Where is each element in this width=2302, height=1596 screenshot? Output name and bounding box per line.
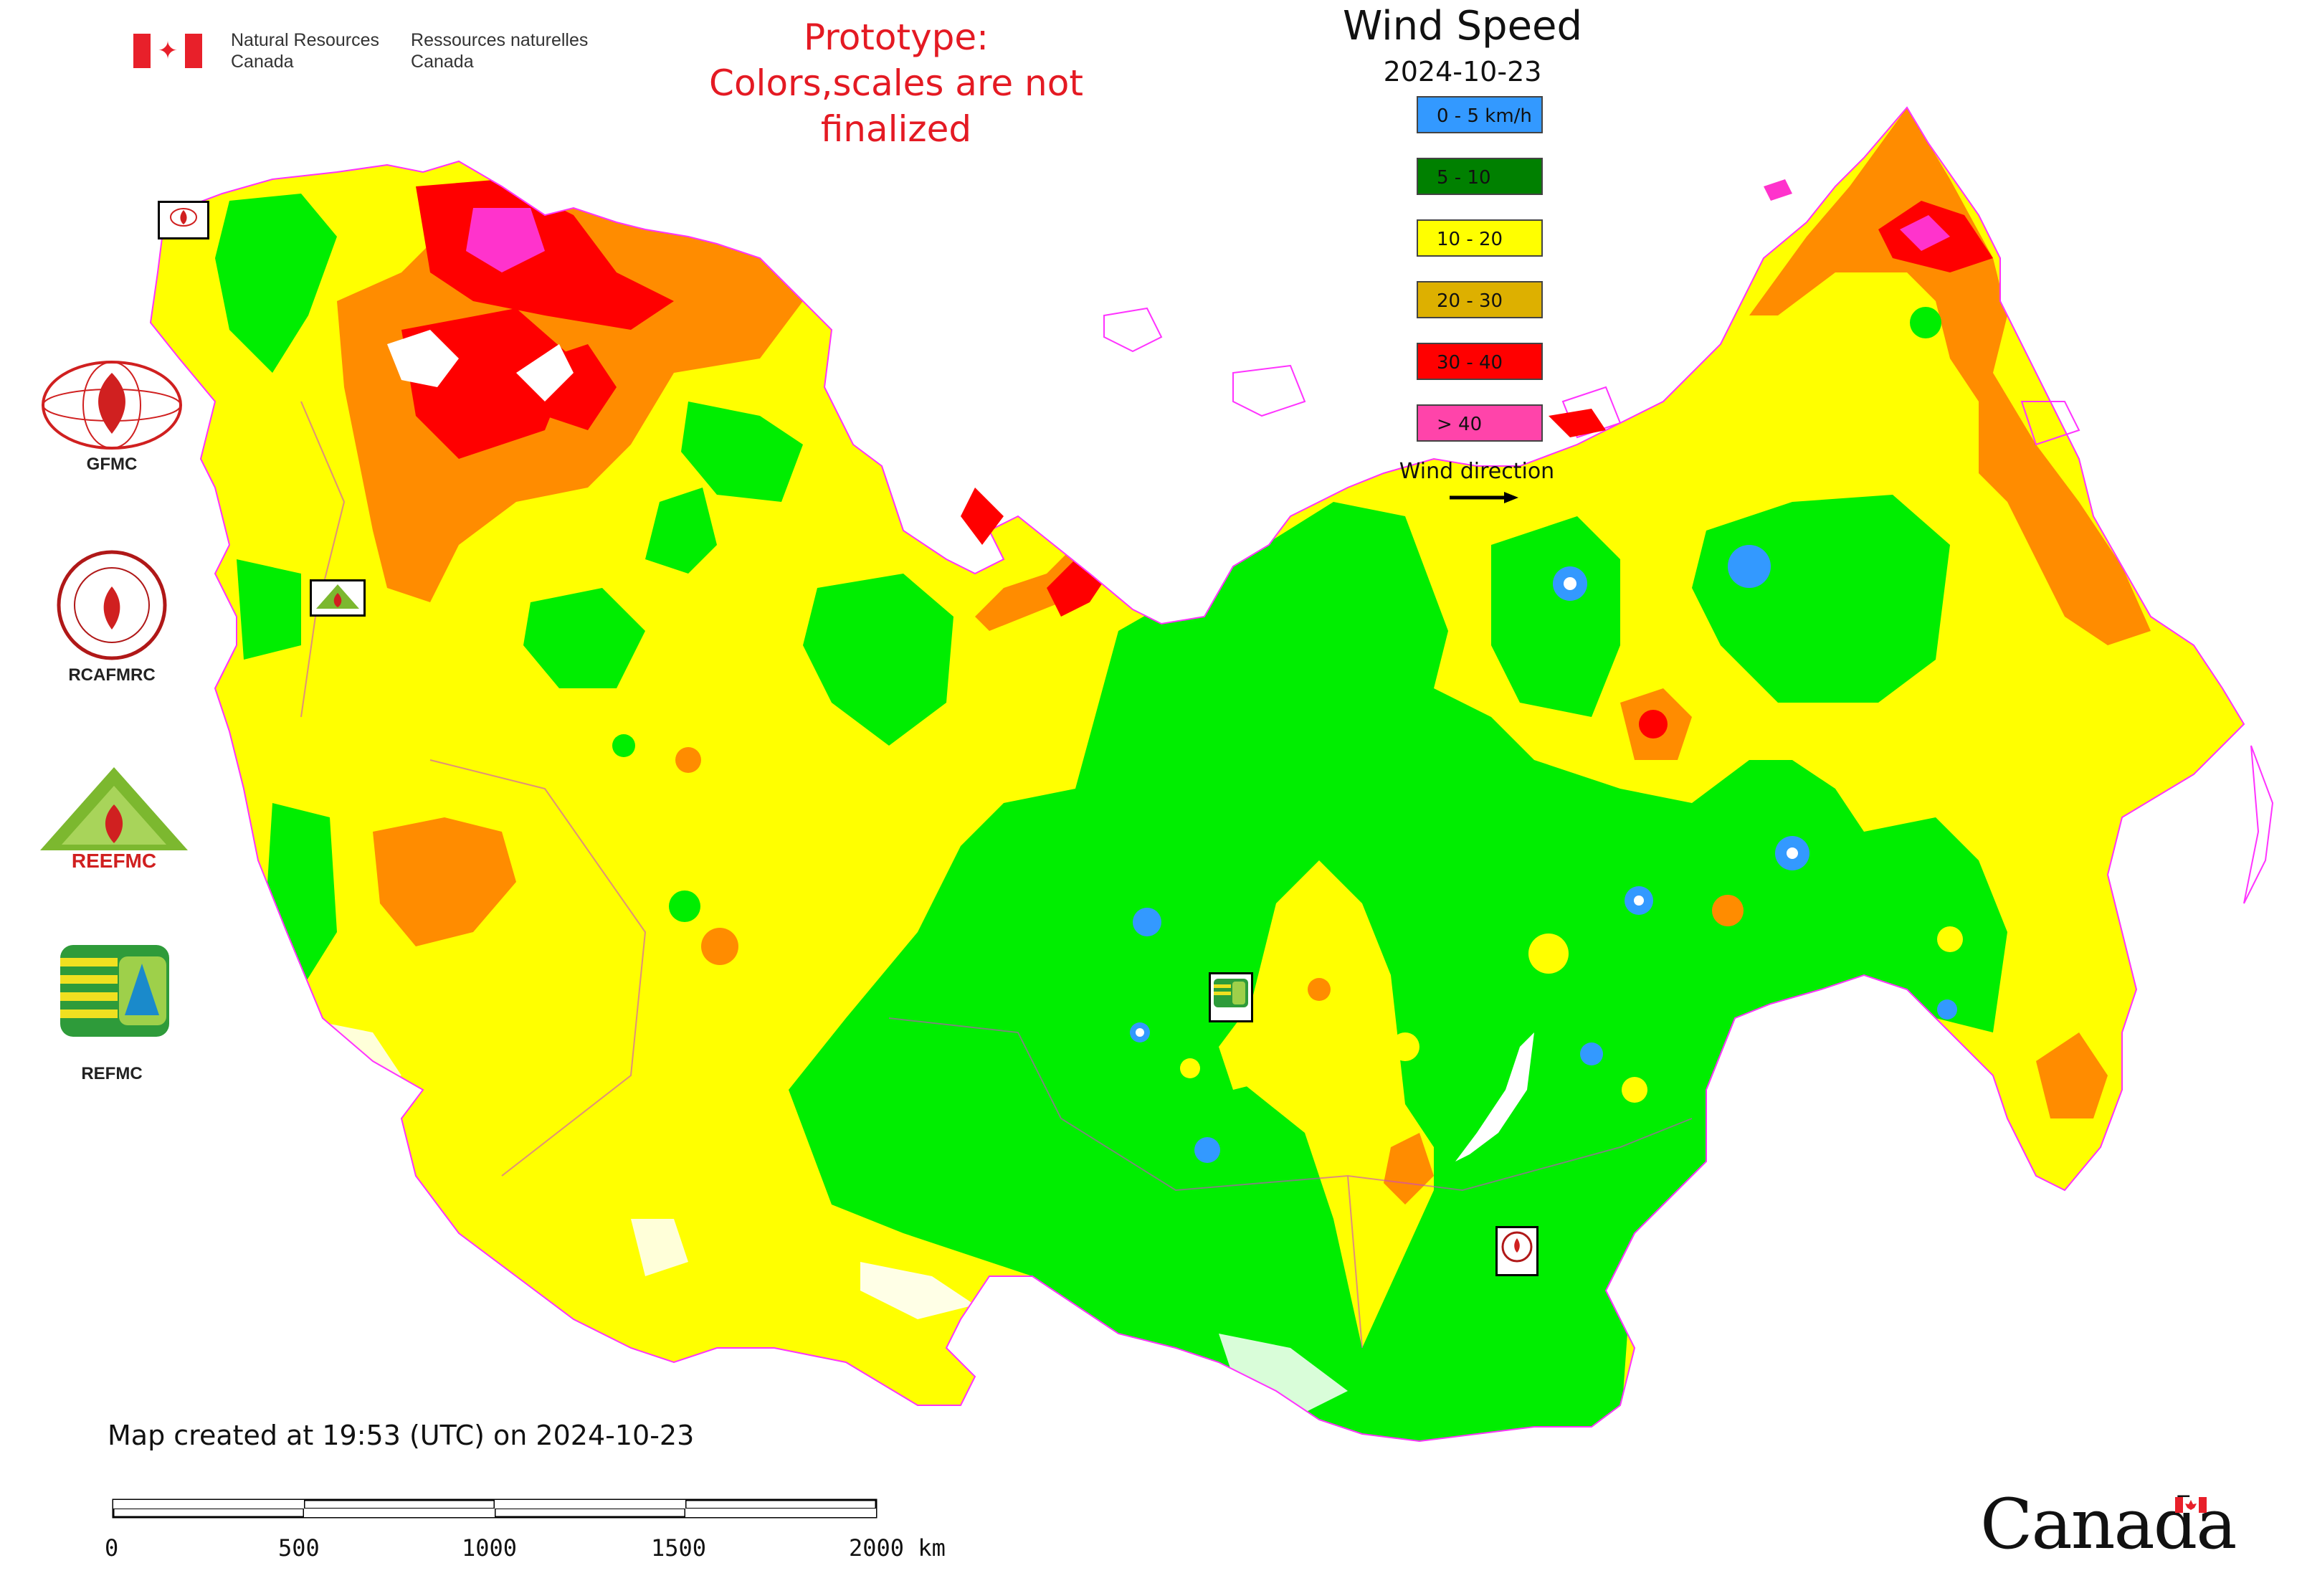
legend-item: 20 - 30 <box>1417 281 1543 318</box>
legend-item: 0 - 5 km/h <box>1417 96 1543 133</box>
legend-item: 30 - 40 <box>1417 343 1543 380</box>
scale-label: 0 <box>105 1534 119 1562</box>
refmc-logo-icon <box>60 945 169 1037</box>
gfmc-logo-icon <box>42 361 182 450</box>
canada-wordmark: Canada <box>1980 1484 2237 1564</box>
legend-title: Wind Speed <box>1342 3 1583 49</box>
legend-item: 5 - 10 <box>1417 158 1543 195</box>
scale-label: 500 <box>278 1534 320 1562</box>
partner-label-gfmc: GFMC <box>86 455 138 474</box>
map-marker-reefmc[interactable] <box>310 579 366 617</box>
partner-label-rcafmrc: RCAFMRC <box>68 665 156 685</box>
scale-bar <box>112 1498 877 1519</box>
nrcan-french: Ressources naturelles Canada <box>411 30 589 72</box>
wordmark-flag-icon <box>2175 1497 2207 1513</box>
canada-flag-icon: ✦ <box>133 34 202 68</box>
rcafmrc-marker-icon <box>1501 1231 1533 1263</box>
nrcan-signature: ✦ Natural Resources Canada Ressources na… <box>133 27 619 75</box>
nrcan-english: Natural Resources Canada <box>231 30 380 72</box>
prototype-notice: Prototype: Colors,scales are not finaliz… <box>709 16 1083 150</box>
map-marker-gfmc[interactable] <box>158 201 209 239</box>
reefmc-marker-icon <box>316 584 359 609</box>
refmc-marker-icon <box>1214 979 1248 1007</box>
scale-label: 1000 <box>462 1534 518 1562</box>
map-marker-rcafmrc[interactable] <box>1495 1226 1538 1276</box>
svg-text:REEFMC: REEFMC <box>72 850 156 872</box>
rcafmrc-logo-icon <box>57 550 167 660</box>
partner-label-refmc: REFMC <box>81 1064 143 1083</box>
legend-item: 10 - 20 <box>1417 219 1543 257</box>
map-marker-refmc[interactable] <box>1209 972 1253 1022</box>
legend-date: 2024-10-23 <box>1383 56 1542 87</box>
reefmc-logo-icon: REEFMC <box>40 767 188 872</box>
wind-direction-label: Wind direction <box>1399 459 1555 484</box>
map-created-note: Map created at 19:53 (UTC) on 2024-10-23 <box>108 1420 695 1451</box>
legend-item: > 40 <box>1417 404 1543 442</box>
wind-direction-arrow-icon <box>1450 492 1518 503</box>
gfmc-marker-icon <box>170 208 197 227</box>
scale-label: 1500 <box>651 1534 707 1562</box>
scale-label: 2000 km <box>849 1534 946 1562</box>
